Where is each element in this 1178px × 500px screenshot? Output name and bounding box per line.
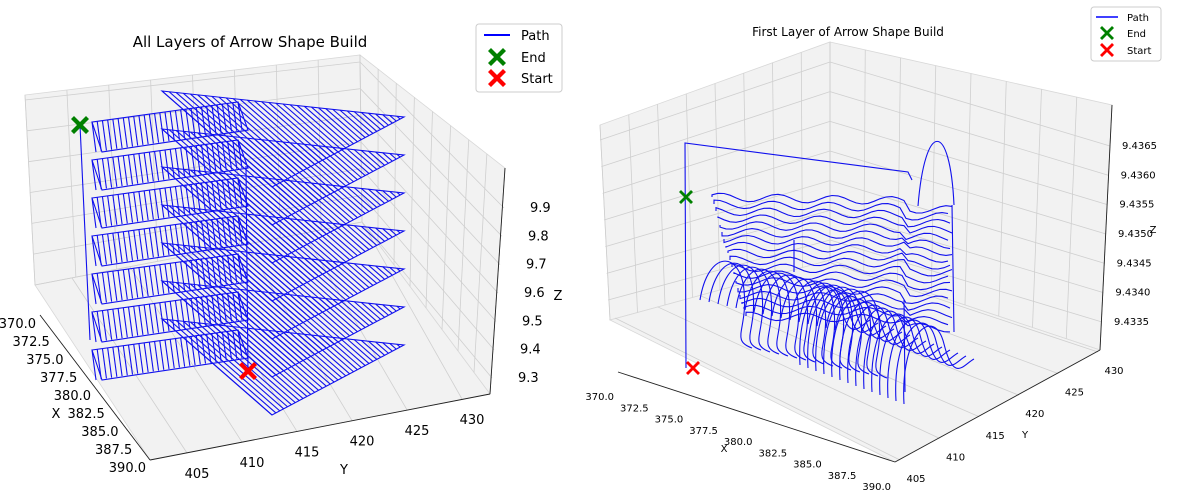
x-tick-label: 375.0 bbox=[655, 415, 684, 426]
right-start-marker bbox=[686, 361, 700, 375]
left-legend-path-label: Path bbox=[521, 29, 550, 44]
y-tick-label: 410 bbox=[946, 452, 965, 463]
z-tick-label: 9.6 bbox=[524, 286, 545, 301]
y-tick-label: 430 bbox=[1104, 366, 1123, 377]
left-legend: Path End Start bbox=[476, 24, 562, 92]
left-z-axis-label: Z bbox=[554, 289, 563, 304]
z-tick-label: 9.4340 bbox=[1115, 288, 1150, 299]
x-tick-label: 370.0 bbox=[585, 392, 614, 403]
z-tick-label: 9.4360 bbox=[1121, 170, 1156, 181]
x-tick-label: 372.5 bbox=[13, 335, 50, 350]
right-x-axis-label: X bbox=[721, 444, 728, 455]
z-tick-label: 9.3 bbox=[518, 371, 539, 386]
x-tick-label: 380.0 bbox=[54, 389, 91, 404]
right-legend-start-label: Start bbox=[1127, 46, 1152, 57]
x-tick-label: 382.5 bbox=[68, 407, 105, 422]
y-tick-label: 415 bbox=[986, 431, 1005, 442]
z-tick-label: 9.4365 bbox=[1122, 141, 1157, 152]
y-tick-label: 415 bbox=[295, 445, 320, 460]
x-tick-label: 380.0 bbox=[724, 437, 753, 448]
x-tick-label: 377.5 bbox=[689, 426, 718, 437]
z-tick-label: 9.4350 bbox=[1118, 229, 1153, 240]
y-tick-label: 425 bbox=[1065, 388, 1084, 399]
x-tick-label: 387.5 bbox=[828, 471, 857, 482]
x-tick-label: 385.0 bbox=[793, 460, 822, 471]
x-tick-label: 377.5 bbox=[40, 371, 77, 386]
left-z-tick-labels: 9.3 9.4 9.5 9.6 9.7 9.8 9.9 bbox=[518, 201, 551, 386]
z-tick-label: 9.7 bbox=[526, 258, 547, 273]
y-tick-label: 430 bbox=[460, 413, 485, 428]
z-tick-label: 9.4355 bbox=[1119, 200, 1154, 211]
z-tick-label: 9.4345 bbox=[1117, 258, 1152, 269]
y-tick-label: 410 bbox=[240, 456, 265, 471]
x-tick-label: 387.5 bbox=[95, 443, 132, 458]
right-legend-end-label: End bbox=[1127, 29, 1146, 40]
chart-left-all-layers: 370.0 372.5 375.0 377.5 380.0 382.5 385.0 387.5… bbox=[0, 24, 563, 482]
left-x-axis-label: X bbox=[52, 407, 61, 422]
right-legend: Path End Start bbox=[1091, 7, 1161, 61]
left-chart-title: All Layers of Arrow Shape Build bbox=[133, 33, 368, 51]
x-tick-label: 382.5 bbox=[758, 448, 787, 459]
x-tick-label: 375.0 bbox=[26, 353, 63, 368]
y-tick-label: 405 bbox=[906, 474, 925, 485]
chart-right-first-layer: 370.0 372.5 375.0 377.5 380.0 382.5 385.0 387.5… bbox=[585, 7, 1161, 493]
z-tick-label: 9.9 bbox=[530, 201, 551, 216]
left-y-axis-label: Y bbox=[339, 463, 348, 478]
x-tick-label: 372.5 bbox=[620, 403, 649, 414]
right-chart-title: First Layer of Arrow Shape Build bbox=[752, 25, 944, 39]
y-tick-label: 405 bbox=[185, 467, 210, 482]
y-tick-label: 425 bbox=[405, 424, 430, 439]
left-legend-start-label: Start bbox=[521, 72, 553, 87]
left-legend-end-label: End bbox=[521, 51, 546, 66]
z-tick-label: 9.8 bbox=[528, 229, 549, 244]
x-tick-label: 390.0 bbox=[862, 482, 891, 493]
z-tick-label: 9.4335 bbox=[1114, 317, 1149, 328]
y-tick-label: 420 bbox=[350, 435, 375, 450]
y-tick-label: 420 bbox=[1025, 409, 1044, 420]
x-tick-label: 370.0 bbox=[0, 317, 36, 332]
right-y-axis-label: Y bbox=[1021, 430, 1029, 441]
x-tick-label: 385.0 bbox=[81, 425, 118, 440]
x-tick-label: 390.0 bbox=[109, 461, 146, 476]
right-z-axis-label: Z bbox=[1150, 225, 1157, 236]
right-legend-path-label: Path bbox=[1127, 13, 1149, 24]
z-tick-label: 9.4 bbox=[520, 343, 541, 358]
z-tick-label: 9.5 bbox=[522, 314, 543, 329]
